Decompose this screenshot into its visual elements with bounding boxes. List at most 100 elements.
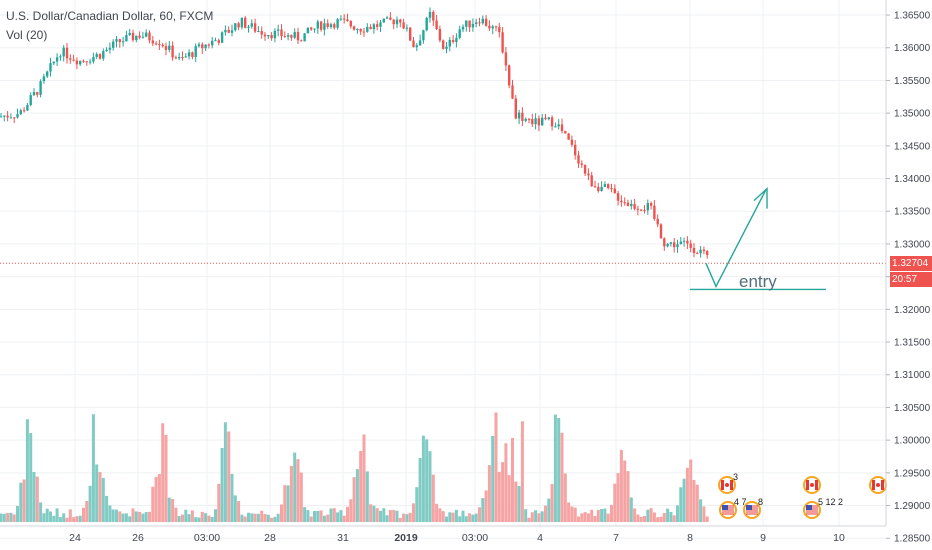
volume-bar xyxy=(260,510,264,522)
candle-body xyxy=(640,209,643,211)
volume-bar xyxy=(332,508,336,522)
candle-body xyxy=(230,30,234,33)
candle-body xyxy=(36,92,39,95)
candle-body xyxy=(240,17,244,28)
volume-bar xyxy=(501,462,505,522)
usa-flag-icon[interactable] xyxy=(803,501,821,519)
candle-body xyxy=(517,112,521,119)
chart-grid xyxy=(0,0,886,539)
candle-body xyxy=(696,252,699,254)
volume-bar xyxy=(247,512,250,522)
volume-bar xyxy=(652,512,656,522)
candle-body xyxy=(366,26,369,32)
candle-body xyxy=(673,242,676,248)
canada-flag-icon[interactable] xyxy=(718,476,736,494)
candle-body xyxy=(121,41,125,43)
candle-body xyxy=(382,18,385,23)
volume-bar xyxy=(580,513,584,522)
volume-bars xyxy=(0,412,709,522)
volume-bar xyxy=(662,512,666,522)
volume-bar xyxy=(200,511,204,522)
volume-legend[interactable]: Vol (20) xyxy=(6,28,48,42)
y-tick-label: 1.30000 xyxy=(894,436,931,447)
canada-flag-icon[interactable] xyxy=(869,476,887,494)
candle-body xyxy=(547,117,550,120)
volume-bar xyxy=(527,517,531,522)
volume-bar xyxy=(534,510,538,522)
volume-bar xyxy=(478,507,481,522)
candle-body xyxy=(616,193,620,201)
projected-path-arrow[interactable] xyxy=(705,189,767,289)
candle-body xyxy=(197,44,201,47)
volume-bar xyxy=(9,512,13,522)
volume-bar xyxy=(329,508,333,522)
candle-body xyxy=(141,36,145,38)
candle-body xyxy=(524,118,527,121)
candle-body xyxy=(234,23,237,31)
candle-body xyxy=(270,35,273,39)
volume-bar xyxy=(118,511,122,522)
volume-bar xyxy=(395,510,399,522)
volume-bar xyxy=(322,515,326,522)
volume-bar xyxy=(685,467,689,522)
candle-body xyxy=(574,144,577,156)
candle-body xyxy=(85,61,88,63)
x-tick-label: 8 xyxy=(687,532,693,544)
volume-bar xyxy=(659,516,663,522)
candle-body xyxy=(250,23,253,27)
volume-bar xyxy=(520,421,524,522)
candle-body xyxy=(191,52,194,58)
volume-bar xyxy=(286,485,290,522)
volume-bar xyxy=(296,459,300,522)
candle-body xyxy=(82,60,85,62)
volume-bar xyxy=(230,473,234,522)
x-tick-label: 10 xyxy=(833,532,845,544)
volume-bar xyxy=(293,452,297,522)
candle-body xyxy=(669,242,673,244)
volume-bar xyxy=(85,500,89,522)
candle-body xyxy=(247,26,250,28)
usa-flag-icon[interactable] xyxy=(743,501,761,519)
candle-body xyxy=(399,19,402,23)
trade-idea-drawing[interactable] xyxy=(690,187,826,291)
candle-body xyxy=(471,23,475,28)
volume-bar xyxy=(72,517,76,522)
candle-body xyxy=(95,53,98,57)
volume-bar xyxy=(250,513,254,522)
candle-body xyxy=(46,71,49,77)
volume-bar xyxy=(207,515,211,522)
volume-bar xyxy=(497,471,501,522)
volume-bar xyxy=(289,465,293,522)
event-markers[interactable]: 3 4 7 8 5 12 2 xyxy=(718,472,887,519)
volume-bar xyxy=(276,513,280,522)
volume-bar xyxy=(359,450,363,522)
volume-bar xyxy=(504,443,508,522)
volume-bar xyxy=(355,469,359,522)
x-tick-label: 03:00 xyxy=(194,532,220,544)
volume-bar xyxy=(82,507,85,522)
symbol-legend[interactable]: U.S. Dollar/Canadian Dollar, 60, FXCM xyxy=(6,9,214,23)
candle-body xyxy=(491,26,494,29)
time-axis[interactable]: 24 26 03:00 28 31 2019 03:00 4 7 8 9 10 xyxy=(69,532,845,544)
candle-body xyxy=(323,23,326,30)
volume-bar xyxy=(610,504,613,522)
volume-bar xyxy=(695,484,699,522)
candle-body xyxy=(699,249,702,254)
y-tick-label: 1.31500 xyxy=(894,338,931,349)
volume-bar xyxy=(190,510,194,522)
price-axis[interactable]: 1.36500 1.36000 1.35500 1.35000 1.34500 1.340… xyxy=(886,11,931,545)
candle-body xyxy=(244,17,247,28)
candle-body xyxy=(26,105,29,111)
usa-flag-icon[interactable] xyxy=(719,501,737,519)
entry-annotation: entry xyxy=(739,272,777,291)
candle-body xyxy=(148,32,151,41)
candle-body xyxy=(105,49,108,52)
candle-body xyxy=(603,184,607,187)
candle-body xyxy=(214,40,217,42)
canada-flag-icon[interactable] xyxy=(803,476,821,494)
volume-bar xyxy=(19,482,23,522)
candle-body xyxy=(649,203,653,206)
y-tick-label: 1.36000 xyxy=(894,43,931,54)
volume-bar xyxy=(639,516,643,522)
